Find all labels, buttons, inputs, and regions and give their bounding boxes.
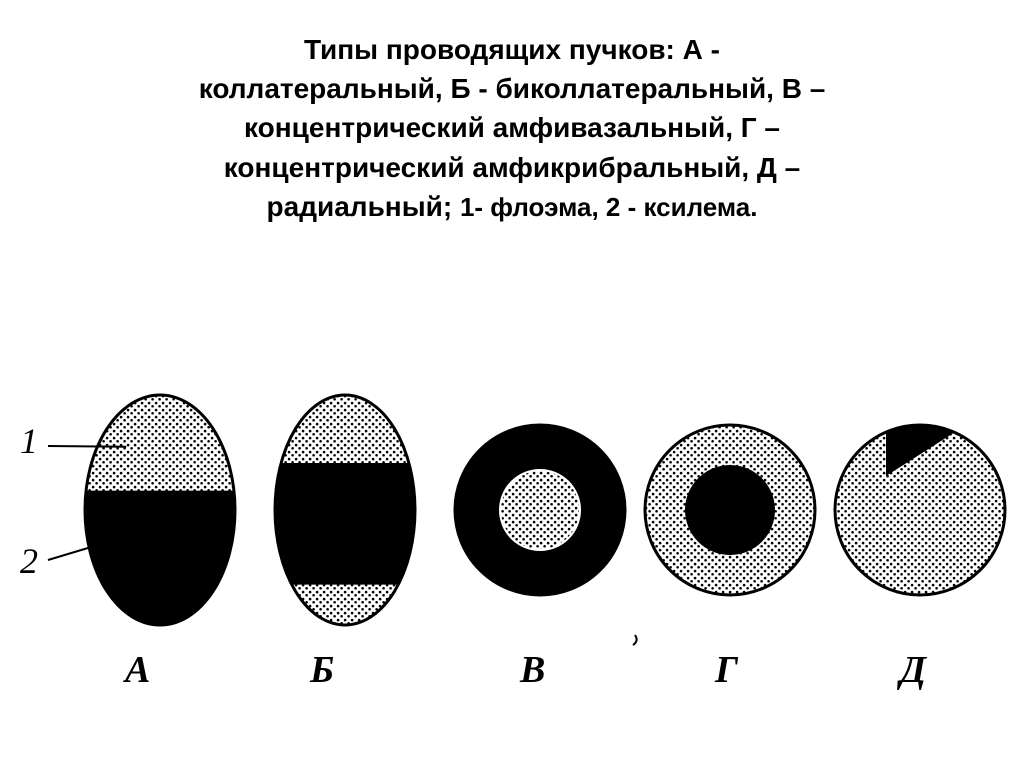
title-line-2: коллатеральный, Б - биколлатеральный, В … [60, 69, 964, 108]
bundle-B [270, 390, 420, 630]
title-line-5-main: радиальный; [267, 191, 453, 222]
title-block: Типы проводящих пучков: А - коллатеральн… [60, 30, 964, 226]
diagram-svg [0, 380, 1024, 730]
under-label-D: Д [900, 648, 926, 692]
bundle-G [645, 425, 815, 595]
under-label-B: Б [310, 648, 334, 692]
under-label-V: В [520, 648, 545, 692]
leader-label-2: 2 [20, 540, 38, 582]
bundle-A [80, 390, 240, 722]
title-legend: 1- флоэма, 2 - ксилема. [460, 192, 758, 222]
title-line-5: радиальный; 1- флоэма, 2 - ксилема. [60, 187, 964, 226]
under-label-G: Г [715, 648, 738, 692]
leader-label-1: 1 [20, 420, 38, 462]
title-line-4: концентрический амфикрибральный, Д – [60, 148, 964, 187]
bundle-V [455, 425, 625, 595]
title-line-3: концентрический амфивазальный, Г – [60, 108, 964, 147]
diagram-area: 1 2 А Б В Г Д [0, 380, 1024, 730]
title-line-1: Типы проводящих пучков: А - [60, 30, 964, 69]
under-label-A: А [125, 648, 150, 692]
